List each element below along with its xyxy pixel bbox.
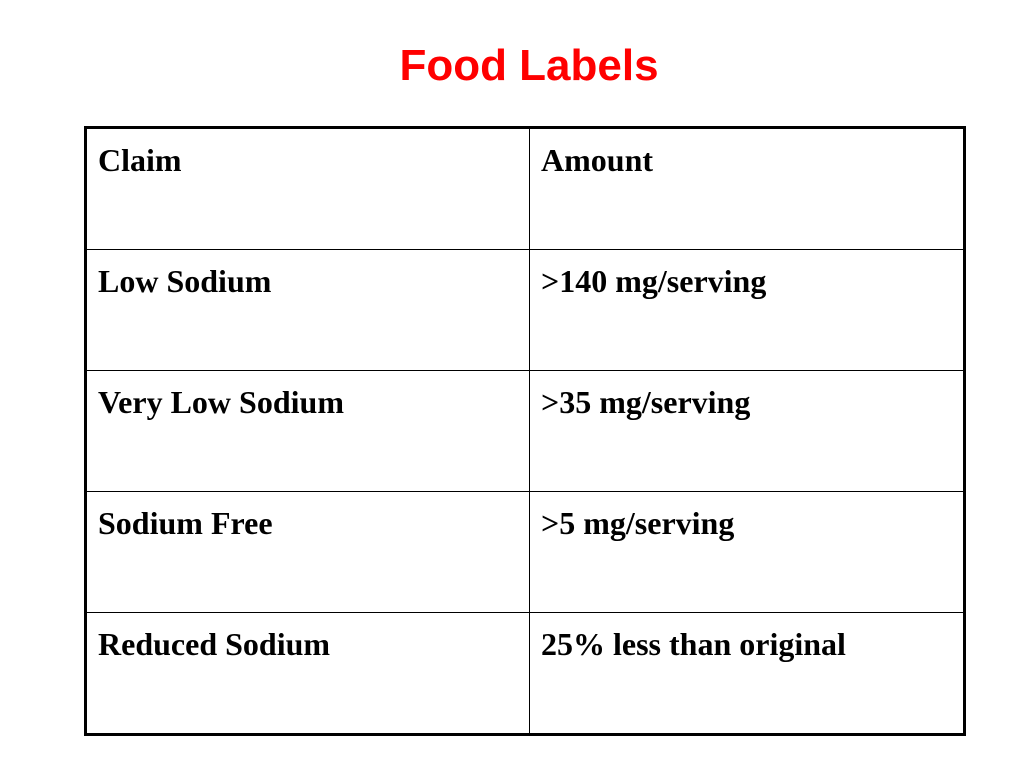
table-row: Sodium Free >5 mg/serving xyxy=(85,491,965,613)
page-title: Food Labels xyxy=(399,41,659,90)
amount-cell: >5 mg/serving xyxy=(529,491,965,613)
amount-cell: >140 mg/serving xyxy=(529,249,965,371)
claim-cell: Low Sodium xyxy=(85,249,530,371)
food-label-table-container: Claim Amount Low Sodium >140 mg/serving … xyxy=(84,126,966,736)
header-claim: Claim xyxy=(85,127,530,250)
table-row: Very Low Sodium >35 mg/serving xyxy=(85,370,965,492)
amount-cell: 25% less than original xyxy=(529,612,965,735)
table-header-row: Claim Amount xyxy=(85,127,965,250)
claim-cell: Very Low Sodium xyxy=(85,370,530,492)
header-amount: Amount xyxy=(529,127,965,250)
claim-cell: Sodium Free xyxy=(85,491,530,613)
amount-cell: >35 mg/serving xyxy=(529,370,965,492)
table-row: Low Sodium >140 mg/serving xyxy=(85,249,965,371)
table-row: Reduced Sodium 25% less than original xyxy=(85,612,965,735)
claim-cell: Reduced Sodium xyxy=(85,612,530,735)
food-label-table: Claim Amount Low Sodium >140 mg/serving … xyxy=(84,126,966,736)
